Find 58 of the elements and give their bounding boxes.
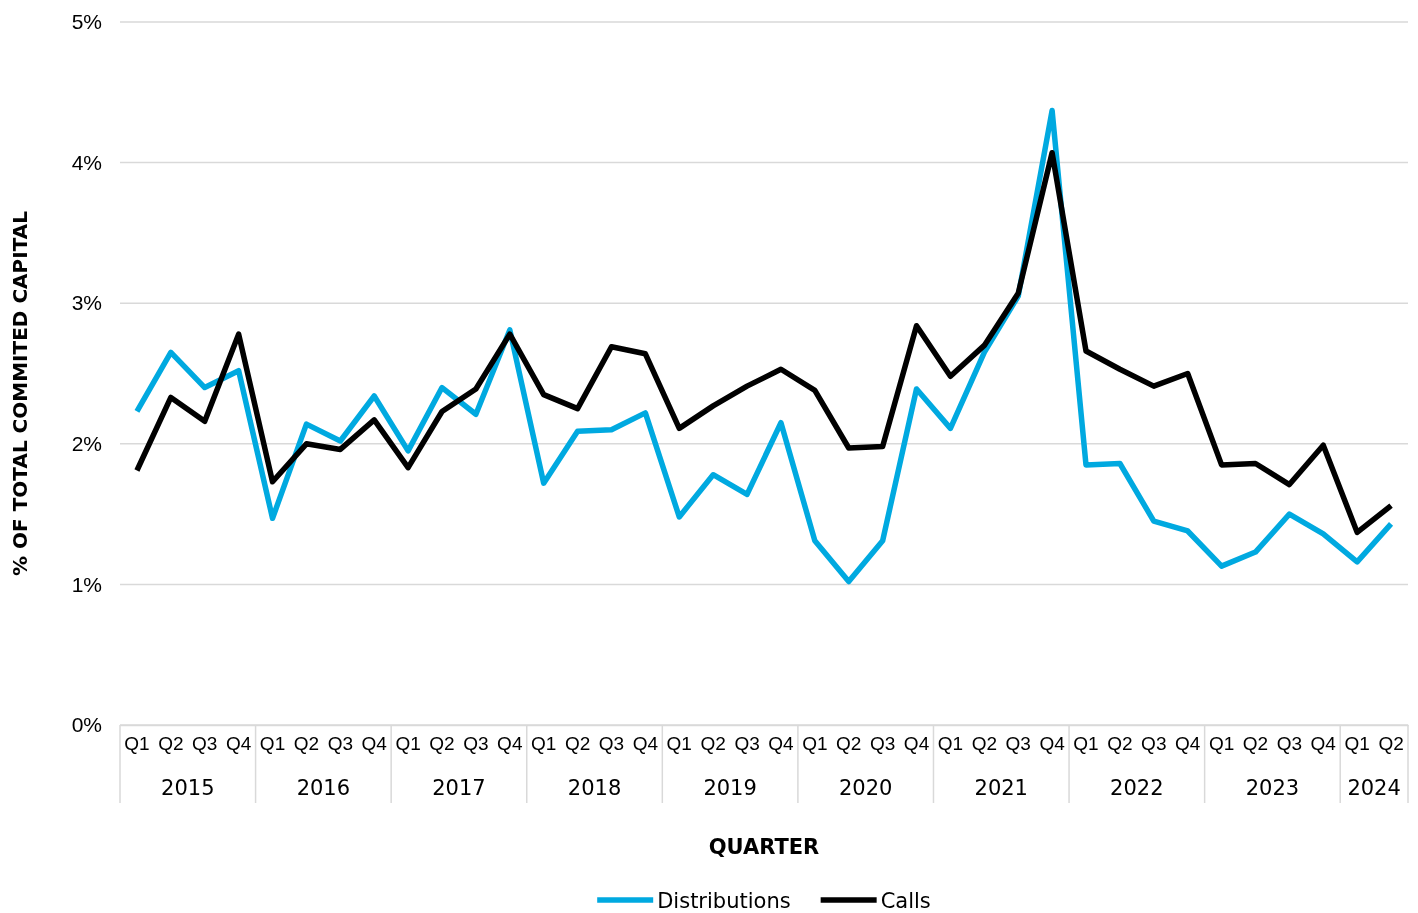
legend-label: Calls [880,889,931,913]
x-tick-label: Q1 [531,733,557,755]
x-tick-label: Q1 [1208,733,1235,755]
text: 2016 [296,776,351,800]
x-tick-label: Q4 [632,733,659,755]
text: 2023 [1245,776,1300,800]
x-tick-label: Q2 [1242,733,1269,755]
x-tick-label: Q3 [192,733,218,755]
y-tick-label: 1% [71,572,102,596]
y-axis-title: % OF TOTAL COMMITED CAPITAL [8,210,32,576]
text: 2017 [432,776,486,800]
x-axis-title: QUARTER [708,835,820,859]
x-tick-label: Q1 [802,733,828,755]
x-tick-label: Q2 [1107,733,1133,755]
x-tick-label: Q1 [666,733,692,755]
x-tick-label: Q1 [1344,733,1370,755]
x-tick-label: Q2 [158,733,184,755]
x-tick-label: Q2 [971,733,997,755]
text: 2020 [838,776,893,800]
x-tick-label: Q4 [1039,733,1066,755]
legend-label: Distributions [657,889,791,913]
y-tick-label: 4% [71,150,102,174]
x-tick-label: Q4 [1175,733,1201,755]
x-tick-label: Q3 [734,733,760,755]
text: 2022 [1110,776,1164,800]
x-tick-label: Q3 [869,733,896,755]
x-tick-label: Q4 [903,733,930,755]
y-tick-label: 0% [71,713,102,737]
x-tick-label: Q1 [124,733,150,755]
text: 2015 [161,776,215,800]
x-tick-label: Q3 [1141,733,1167,755]
x-tick-label: Q2 [564,733,591,755]
text: 2018 [567,776,622,800]
x-tick-label: Q2 [1378,733,1404,755]
x-tick-label: Q4 [225,733,252,755]
x-tick-label: Q4 [361,733,388,755]
x-tick-label: Q4 [497,733,523,755]
x-tick-label: Q3 [1005,733,1031,755]
text: 2019 [703,776,757,800]
x-tick-label: Q4 [768,733,795,755]
x-tick-label: Q2 [836,733,862,755]
x-tick-label: Q2 [429,733,455,755]
y-tick-label: 2% [71,432,102,456]
x-tick-label: Q4 [1310,733,1337,755]
text: 2021 [974,776,1028,800]
x-tick-label: Q1 [259,733,286,755]
text: 2024 [1347,776,1401,800]
x-tick-label: Q1 [937,733,964,755]
x-tick-label: Q3 [463,733,489,755]
x-tick-label: Q1 [395,733,421,755]
x-tick-label: Q1 [1073,733,1099,755]
x-tick-label: Q2 [293,733,320,755]
y-tick-label: 3% [71,291,102,315]
x-tick-label: Q2 [700,733,726,755]
x-tick-label: Q3 [327,733,353,755]
x-tick-label: Q3 [1276,733,1303,755]
y-tick-label: 5% [71,10,102,34]
x-tick-label: Q3 [598,733,625,755]
